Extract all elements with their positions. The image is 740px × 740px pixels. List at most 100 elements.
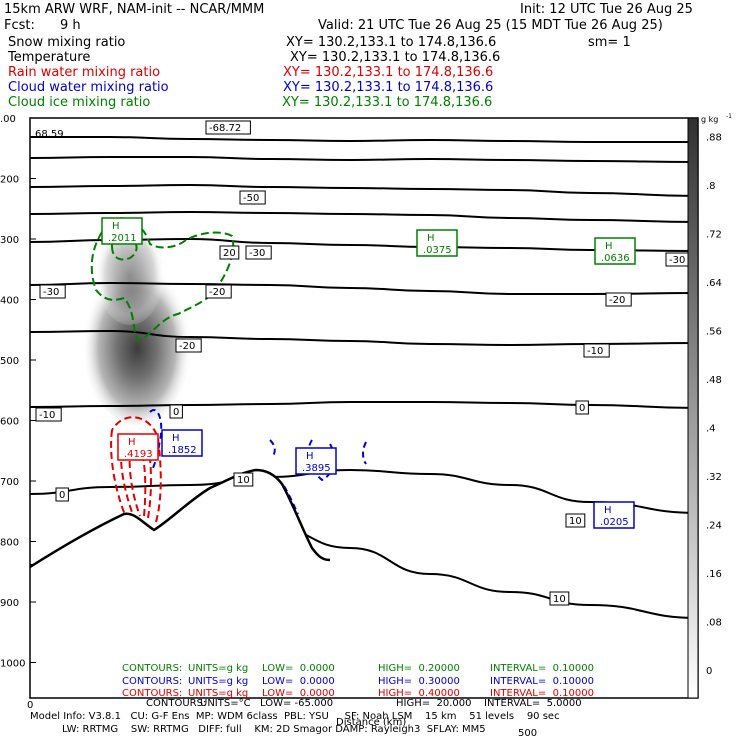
- colorbar-tick-label: .08: [706, 618, 722, 629]
- contour-label: 0: [59, 490, 65, 501]
- colorbar-tick-label: 0: [706, 666, 712, 677]
- colorbar-tick-label: .16: [706, 569, 722, 580]
- maximum-value: .1852: [168, 445, 197, 456]
- distance-axis: 0 500 Distance (km): [27, 700, 537, 739]
- field-xy: XY= 130.2,133.1 to 174.8,136.6: [290, 50, 501, 65]
- rain-water-contours: [110, 416, 162, 523]
- field-xy: XY= 130.2,133.1 to 174.8,136.6: [286, 35, 497, 50]
- field-name: Temperature: [8, 50, 91, 65]
- contour-label-box: [605, 292, 632, 307]
- contour-label: -30: [249, 248, 265, 259]
- maximum-label: H: [306, 451, 314, 462]
- temp-contour-line: [30, 210, 698, 223]
- maximum-label: H: [172, 433, 180, 444]
- contour-label-box: [233, 472, 254, 487]
- field-xy: XY= 130.2,133.1 to 174.8,136.6: [283, 80, 494, 95]
- y-tick-label: 700: [0, 477, 19, 488]
- temp-contour-line: [30, 468, 698, 514]
- colorbar-tick-label: .72: [706, 230, 722, 241]
- maximum-value: .2011: [108, 233, 137, 244]
- field-name: Cloud ice mixing ratio: [8, 95, 151, 110]
- contour-info-low: LOW= 0.0000: [262, 688, 335, 699]
- colorbar-tick-label: .48: [706, 375, 722, 386]
- contour-label-box: [245, 245, 272, 260]
- contour-info-low: LOW= -65.000: [260, 698, 334, 709]
- maximum-box: [161, 429, 203, 457]
- contour-info-units: UNITS=g kg: [188, 675, 249, 687]
- temp-contour-line: [30, 329, 698, 347]
- maximum-value: .4193: [124, 449, 153, 460]
- x-tick-label: 500: [518, 728, 537, 739]
- maximum-label: H: [128, 437, 136, 448]
- maximum-markers: H.2011 H.0375 H.0636H.4193H.1852H.3895H.02…: [101, 217, 636, 529]
- y-tick-label: 900: [0, 598, 19, 609]
- physics-info-line: LW: RRTMG SW: RRTMG DIFF: full KM: 2D Sm…: [62, 724, 486, 735]
- contour-info-units: UNITS=°C: [200, 698, 251, 709]
- colorbar-tick-label: .88: [706, 133, 722, 144]
- contour-label-box: [219, 245, 240, 260]
- forecast-label: Fcst:: [4, 18, 35, 33]
- colorbar-tick-label: .4: [706, 424, 716, 435]
- contour-label: -10: [587, 346, 603, 357]
- contour-label: 10: [569, 516, 582, 527]
- contour-label: -10: [39, 410, 55, 421]
- y-tick-label: 300: [0, 235, 19, 246]
- contour-label: -20: [209, 287, 225, 298]
- snow-colorbar: g kg -1 0 .08 .16 .24 .32 .4 .48 .56 .64 .72 .8 .88: [687, 113, 732, 699]
- contour-label-box: [583, 343, 610, 358]
- contour-labels: 68.59 -68.72 -50 -30 -30 -30 -20 -20 -20 -10 -10 0 0…: [35, 120, 692, 606]
- temp-contour-line: [30, 281, 698, 296]
- contour-label: 68.59: [35, 129, 64, 140]
- contour-info-low: LOW= 0.0000: [262, 663, 335, 674]
- colorbar-unit-exp: -1: [726, 113, 732, 120]
- maximum-label: H: [427, 233, 435, 244]
- maximum-label: H: [604, 505, 612, 516]
- colorbar-tick-label: .64: [706, 278, 722, 289]
- contour-info-interval: INTERVAL= 0.10000: [490, 688, 594, 699]
- temp-contour-line: [30, 135, 698, 143]
- contour-label-box: [549, 591, 570, 606]
- y-tick-label: 400: [0, 296, 19, 307]
- contour-label: 10: [237, 475, 250, 486]
- init-time: Init: 12 UTC Tue 26 Aug 25: [520, 2, 693, 17]
- contour-info-high: HIGH= 0.30000: [378, 675, 460, 687]
- colorbar-unit: g kg: [701, 115, 718, 124]
- valid-time: Valid: 21 UTC Tue 26 Aug 25 (15 MDT Tue …: [318, 18, 663, 33]
- maximum-box: [594, 237, 636, 265]
- contour-label: -30: [43, 287, 59, 298]
- maximum-box: [295, 447, 337, 475]
- y-tick-label: 1000: [0, 659, 25, 670]
- colorbar-tick-label: .56: [706, 327, 722, 338]
- x-axis-label: Distance (km): [336, 717, 406, 728]
- colorbar-gradient: [687, 117, 699, 699]
- maximum-box: [117, 433, 159, 461]
- temp-contour-line: [30, 156, 698, 163]
- y-tick-label: 500: [0, 356, 19, 367]
- contour-label: 20: [223, 248, 236, 259]
- colorbar-tick-label: .8: [706, 181, 716, 192]
- contour-label-box: [55, 487, 69, 502]
- contour-info-contours: CONTOURS:: [122, 663, 183, 674]
- contour-info-high: HIGH= 0.40000: [378, 688, 460, 699]
- model-info-line: Model Info: V3.8.1 CU: G-F Ens MP: WDM 6…: [30, 711, 560, 722]
- maximum-box: [593, 501, 635, 529]
- contour-info-interval: INTERVAL= 0.10000: [490, 675, 594, 687]
- model-title: 15km ARW WRF, NAM-init -- NCAR/MMM: [4, 2, 265, 17]
- colorbar-tick-label: .24: [706, 521, 722, 532]
- contour-info-units: UNITS=g kg: [188, 663, 249, 674]
- contour-label-box: [239, 190, 266, 205]
- contour-info-interval: INTERVAL= 5.0000: [484, 698, 582, 709]
- contour-info-interval: INTERVAL= 0.10000: [490, 663, 594, 674]
- contour-label: -20: [609, 295, 625, 306]
- temp-contour-line: [30, 183, 698, 197]
- maximum-label: H: [112, 221, 120, 232]
- contour-label-box: [205, 284, 232, 299]
- contour-info-contours: CONTOURS:: [122, 675, 183, 687]
- maximum-value: .0636: [601, 253, 630, 264]
- contour-label: -30: [669, 255, 685, 266]
- field-name: Snow mixing ratio: [8, 35, 126, 50]
- contour-info-contours: CONTOURS:: [122, 688, 183, 699]
- x-tick-label: 0: [27, 700, 33, 711]
- contour-label: -68.72: [209, 123, 241, 134]
